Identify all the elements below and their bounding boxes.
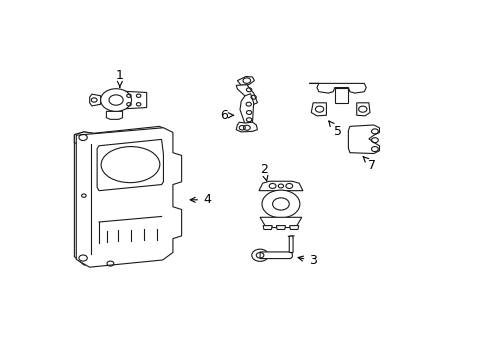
Polygon shape bbox=[259, 181, 302, 191]
Polygon shape bbox=[356, 103, 369, 116]
Polygon shape bbox=[240, 94, 253, 123]
Circle shape bbox=[101, 89, 131, 111]
Text: 3: 3 bbox=[298, 254, 316, 267]
Text: 2: 2 bbox=[260, 163, 267, 181]
Text: 1: 1 bbox=[116, 68, 123, 87]
Polygon shape bbox=[309, 84, 366, 93]
Polygon shape bbox=[74, 126, 167, 144]
Polygon shape bbox=[74, 132, 93, 265]
Text: 7: 7 bbox=[362, 157, 375, 172]
Polygon shape bbox=[347, 125, 379, 153]
Polygon shape bbox=[106, 111, 122, 120]
Polygon shape bbox=[311, 103, 326, 116]
Polygon shape bbox=[236, 122, 257, 132]
Polygon shape bbox=[276, 226, 285, 229]
Polygon shape bbox=[76, 128, 181, 267]
Circle shape bbox=[262, 190, 299, 218]
Circle shape bbox=[251, 249, 268, 261]
Polygon shape bbox=[289, 226, 298, 229]
Polygon shape bbox=[334, 87, 347, 103]
Polygon shape bbox=[260, 217, 301, 228]
Polygon shape bbox=[289, 236, 292, 252]
Polygon shape bbox=[89, 94, 101, 106]
Polygon shape bbox=[263, 226, 272, 229]
Polygon shape bbox=[121, 91, 146, 109]
Text: 5: 5 bbox=[328, 121, 341, 138]
Text: 6: 6 bbox=[220, 109, 233, 122]
Text: 4: 4 bbox=[190, 193, 210, 206]
Polygon shape bbox=[236, 85, 257, 105]
Polygon shape bbox=[260, 252, 292, 258]
Polygon shape bbox=[237, 76, 254, 85]
